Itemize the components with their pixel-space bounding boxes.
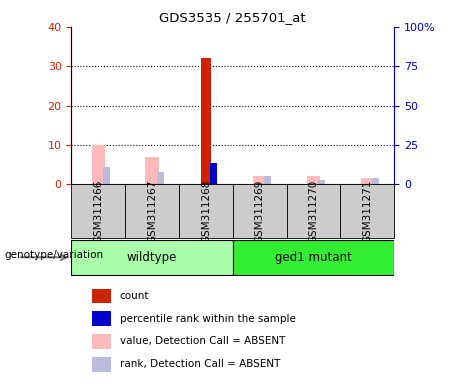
Bar (233, 240, 394, 275)
Bar (145, 157, 159, 184)
Bar (92, 334, 111, 349)
Bar (211, 163, 218, 184)
Text: GSM311269: GSM311269 (254, 179, 265, 243)
Text: ged1 mutant: ged1 mutant (275, 251, 352, 264)
Text: wildtype: wildtype (127, 251, 177, 264)
Bar (92, 145, 105, 184)
Bar (92, 357, 111, 372)
Bar (92, 289, 111, 303)
Text: GSM311266: GSM311266 (93, 179, 103, 243)
Text: genotype/variation: genotype/variation (5, 250, 104, 260)
Bar (307, 177, 320, 184)
Bar (287, 184, 340, 238)
Bar (372, 178, 379, 184)
Text: GSM311268: GSM311268 (201, 179, 211, 243)
Text: GSM311270: GSM311270 (308, 180, 319, 243)
Bar (233, 184, 287, 238)
Bar (103, 167, 110, 184)
Bar (253, 177, 266, 184)
Bar (361, 179, 374, 184)
Text: GSM311267: GSM311267 (147, 179, 157, 243)
Bar (318, 180, 325, 184)
Bar (340, 184, 394, 238)
Bar (157, 172, 164, 184)
Bar (264, 177, 271, 184)
Bar (92, 311, 111, 326)
Text: rank, Detection Call = ABSENT: rank, Detection Call = ABSENT (120, 359, 280, 369)
Text: value, Detection Call = ABSENT: value, Detection Call = ABSENT (120, 336, 285, 346)
Text: GSM311271: GSM311271 (362, 179, 372, 243)
Bar (71, 240, 233, 275)
Bar (71, 184, 125, 238)
Text: count: count (120, 291, 149, 301)
Bar (179, 184, 233, 238)
Title: GDS3535 / 255701_at: GDS3535 / 255701_at (160, 11, 306, 24)
Bar (201, 58, 211, 184)
Text: percentile rank within the sample: percentile rank within the sample (120, 314, 296, 324)
Bar (125, 184, 179, 238)
